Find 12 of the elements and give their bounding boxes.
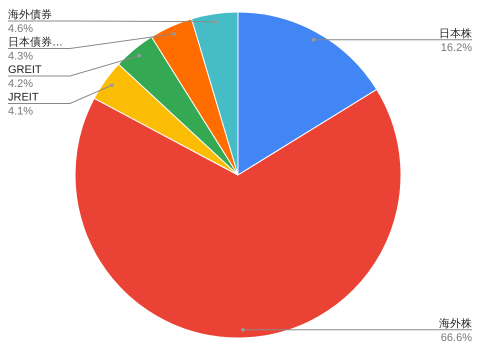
slice-label: 日本債券…: [8, 36, 63, 48]
data-label: 4.2%: [8, 78, 34, 90]
slice-label: 海外債券: [8, 8, 52, 21]
slice-label: JREIT: [8, 92, 39, 104]
slice-label: 海外株: [439, 316, 472, 330]
data-label: 4.1%: [8, 106, 34, 118]
data-label: 4.6%: [8, 23, 34, 35]
data-label: 66.6%: [440, 332, 472, 344]
data-label: 4.3%: [8, 50, 34, 62]
data-label: 16.2%: [440, 42, 472, 54]
slice-label: 日本株: [439, 26, 472, 40]
slice-label: GREIT: [8, 64, 42, 76]
